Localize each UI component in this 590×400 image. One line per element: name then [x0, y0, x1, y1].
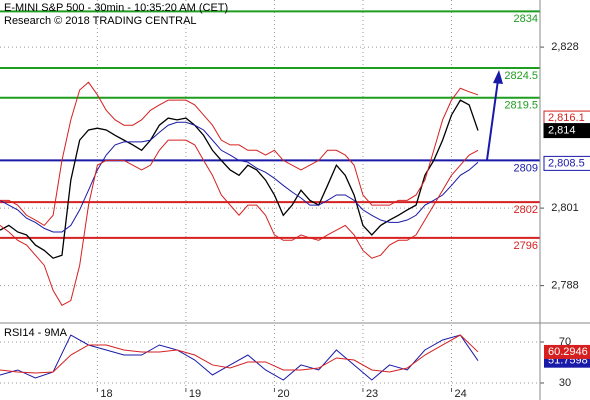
level-label: 2824.5	[504, 70, 538, 82]
series-line	[0, 121, 479, 233]
series-line	[0, 99, 479, 259]
price-tag	[543, 155, 590, 171]
x-tick-label: 23	[366, 388, 378, 400]
y-tick-label: 30	[559, 377, 571, 389]
chart-title: E-MINI S&P 500 - 30min - 10:35:20 AM (CE…	[4, 2, 228, 14]
price-tag-label: 2,814	[548, 124, 576, 136]
price-tag-label: 2,816.1	[548, 112, 585, 124]
x-tick-label: 20	[277, 388, 289, 400]
series-line	[0, 81, 479, 227]
x-tick-label: 19	[189, 388, 201, 400]
level-label: 2834	[514, 13, 538, 25]
level-label: 2802	[514, 204, 538, 216]
x-tick-label: 18	[100, 388, 112, 400]
series-line	[0, 334, 479, 374]
level-label: 2809	[514, 162, 538, 174]
y-tick-label: 2,801	[551, 202, 579, 214]
last-value-label: 60.2946	[548, 346, 588, 358]
rsi-title: RSI14 - 9MA	[4, 327, 68, 339]
price-tag	[543, 123, 590, 139]
series-line	[0, 334, 479, 381]
forecast-arrow	[486, 79, 499, 161]
last-value-tag	[544, 344, 590, 359]
chart-subtitle: Research © 2018 TRADING CENTRAL	[4, 15, 197, 27]
arrow-head	[493, 70, 503, 84]
level-label: 2796	[514, 240, 538, 252]
price-tag-label: 2,808.5	[548, 157, 585, 169]
level-label: 2819.5	[504, 100, 538, 112]
series-line	[0, 139, 479, 306]
y-tick-label: 70	[559, 336, 571, 348]
y-tick-label: 2,828	[551, 41, 579, 53]
x-tick-label: 24	[454, 388, 466, 400]
y-tick-label: 2,788	[551, 280, 579, 292]
